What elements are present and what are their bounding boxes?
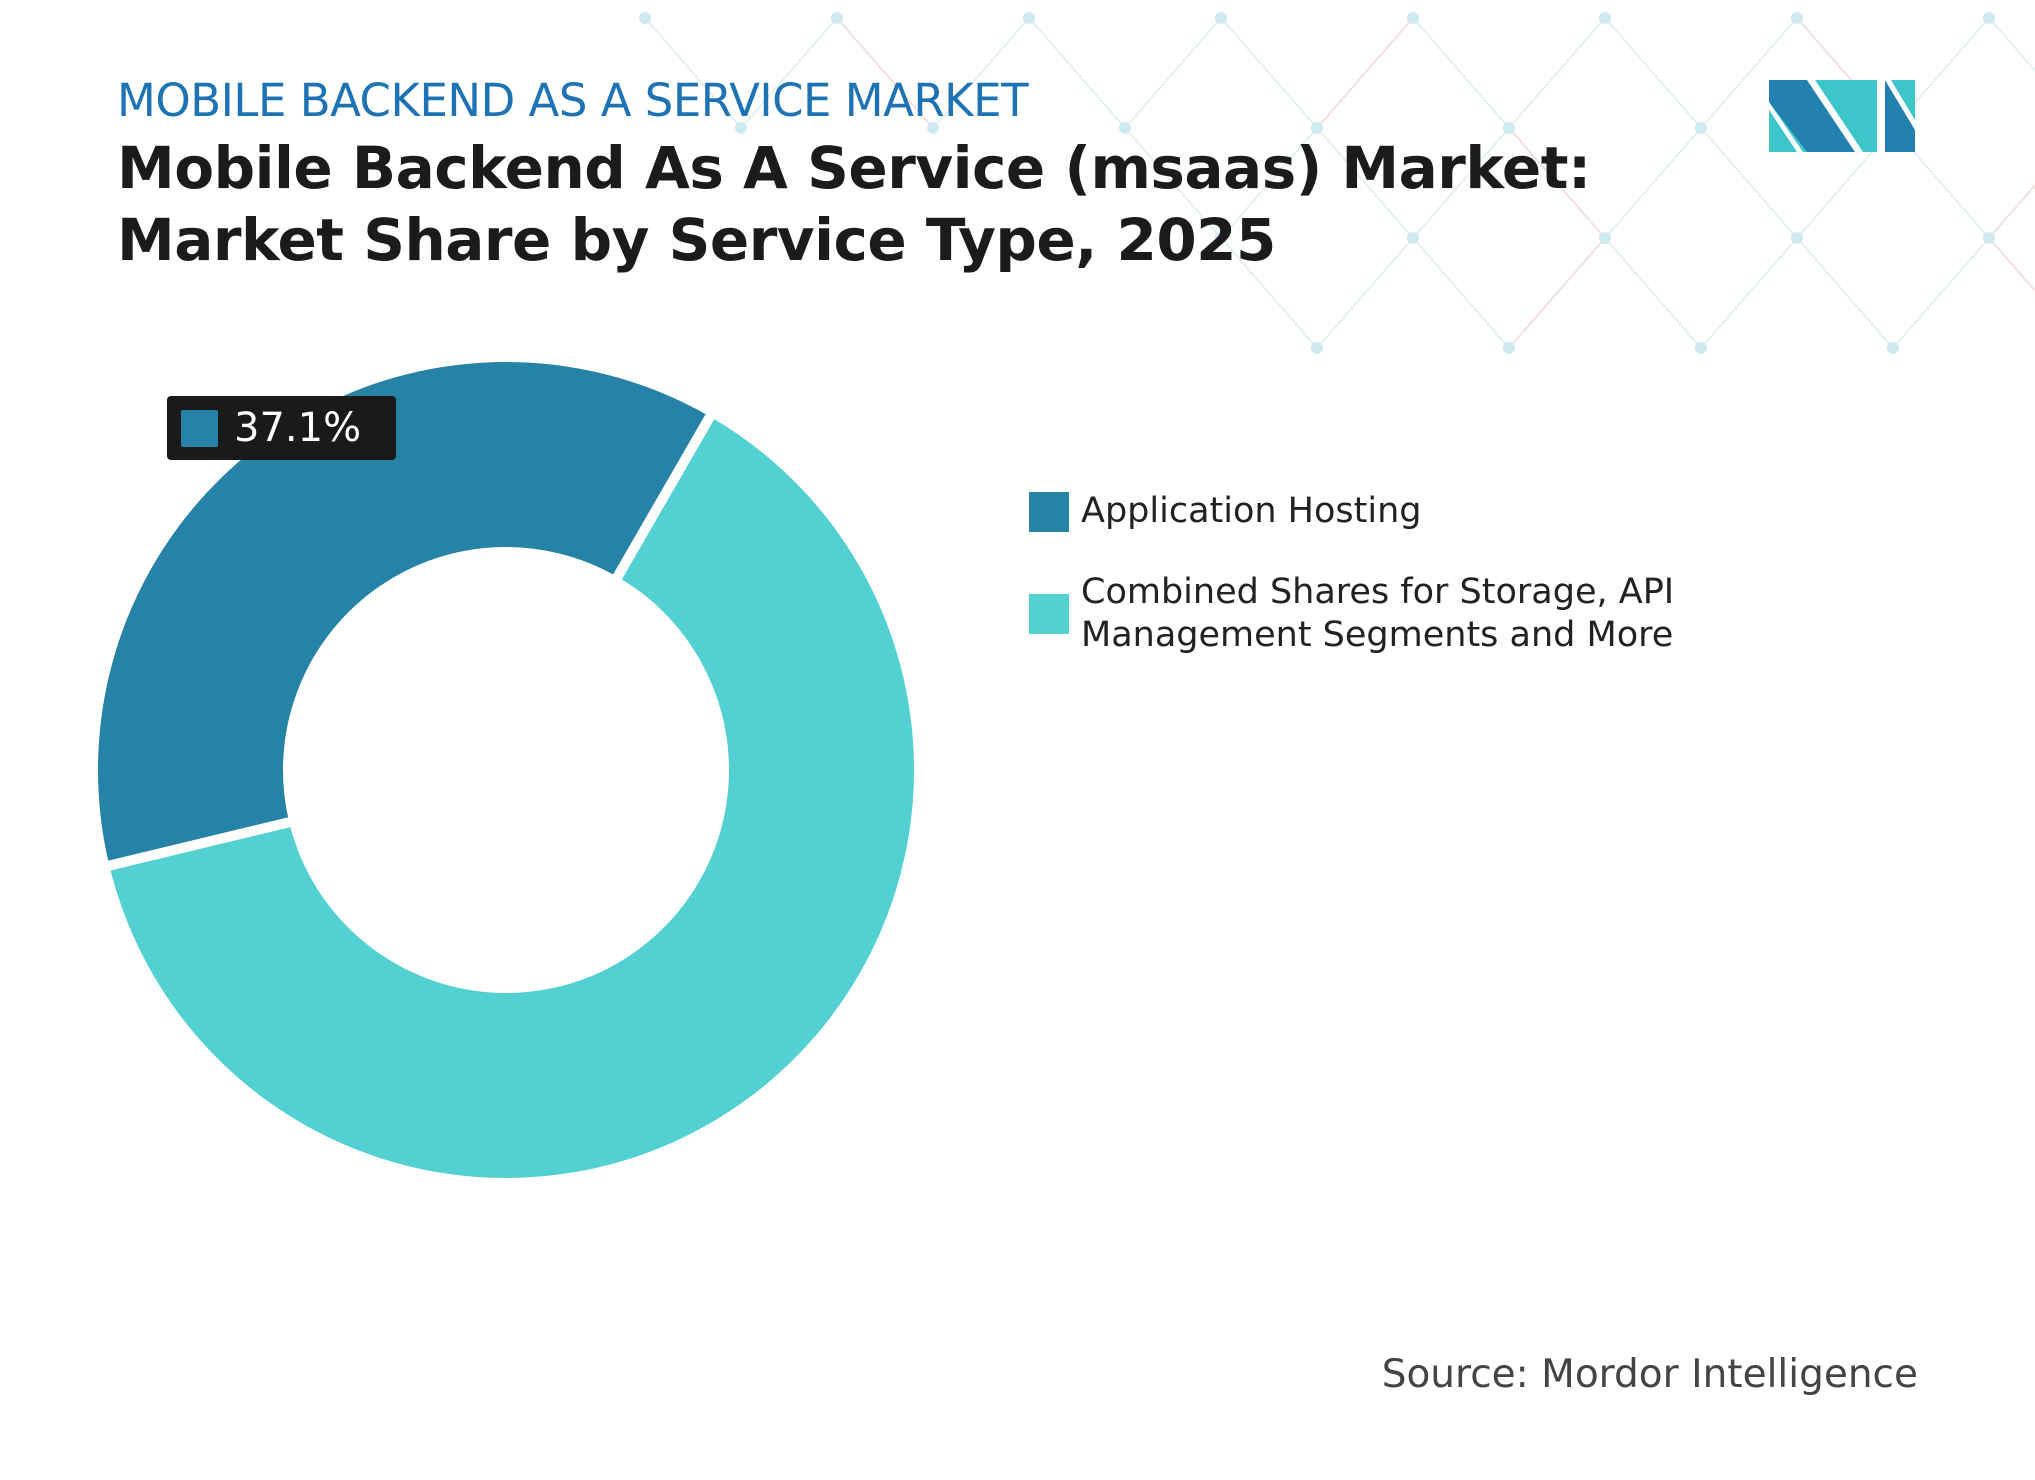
network-dot <box>1983 12 1995 24</box>
network-line <box>1220 17 1318 129</box>
network-dot <box>639 12 651 24</box>
network-dot <box>1983 232 1995 244</box>
network-line <box>1988 17 2035 72</box>
data-label-application-hosting: 37.1% <box>167 396 396 460</box>
network-dot <box>1503 342 1515 354</box>
data-label-swatch <box>181 409 218 447</box>
network-line <box>1412 237 1510 349</box>
network-line <box>1892 237 1990 349</box>
network-line <box>1508 17 1606 129</box>
data-label-value: 37.1% <box>234 405 362 451</box>
mordor-logo <box>1769 80 1915 152</box>
network-line <box>1220 127 1318 239</box>
network-dot <box>1215 232 1227 244</box>
network-line <box>836 17 934 129</box>
network-dot <box>1695 342 1707 354</box>
legend-label: Combined Shares for Storage, API Managem… <box>1081 572 1675 655</box>
report-kicker: MOBILE BACKEND AS A SERVICE MARKET <box>117 74 1029 127</box>
network-dot <box>1695 122 1707 134</box>
network-dot <box>1407 232 1419 244</box>
network-line <box>1508 237 1606 349</box>
legend-item-application-hosting: Application Hosting <box>1029 490 1701 533</box>
network-dot <box>1215 12 1227 24</box>
network-line <box>1604 17 1702 129</box>
legend: Application Hosting Combined Shares for … <box>1029 490 1701 695</box>
network-line <box>1508 127 1606 239</box>
network-dot <box>1407 12 1419 24</box>
network-line <box>1700 237 1798 349</box>
network-line <box>1412 17 1510 129</box>
network-line <box>644 17 742 129</box>
network-line <box>1700 127 1798 239</box>
source-note: Source: Mordor Intelligence <box>1381 1352 1918 1397</box>
network-line <box>1124 17 1222 129</box>
network-dot <box>1023 12 1035 24</box>
network-dot <box>1311 342 1323 354</box>
network-dot <box>1599 232 1611 244</box>
network-dot <box>1311 122 1323 134</box>
network-dot <box>1887 342 1899 354</box>
donut-slice <box>98 405 924 1188</box>
network-line <box>1220 237 1318 349</box>
network-line <box>1028 17 1126 129</box>
donut-slice <box>88 352 720 873</box>
network-dot <box>1503 122 1515 134</box>
network-line <box>1796 237 1894 349</box>
network-line <box>1316 17 1414 129</box>
network-line <box>1988 184 2035 239</box>
network-dot <box>831 12 843 24</box>
network-line <box>1316 127 1414 239</box>
network-line <box>1412 127 1510 239</box>
network-line <box>1316 237 1414 349</box>
network-dot <box>1119 122 1131 134</box>
network-dot <box>1791 232 1803 244</box>
network-line <box>932 17 1030 129</box>
network-line <box>1604 237 1702 349</box>
network-dot <box>1599 12 1611 24</box>
network-line <box>1604 127 1702 239</box>
legend-swatch <box>1029 594 1069 634</box>
network-line <box>740 17 838 129</box>
network-dot <box>735 122 747 134</box>
chart-title: Mobile Backend As A Service (msaas) Mark… <box>117 134 1591 274</box>
network-line <box>1124 127 1222 239</box>
network-dot <box>1791 12 1803 24</box>
network-dot <box>927 122 939 134</box>
legend-swatch <box>1029 491 1069 532</box>
legend-label: Application Hosting <box>1081 491 1422 531</box>
network-line <box>1988 237 2035 292</box>
network-line <box>1700 17 1798 129</box>
legend-item-combined-shares: Combined Shares for Storage, API Managem… <box>1029 571 1701 657</box>
